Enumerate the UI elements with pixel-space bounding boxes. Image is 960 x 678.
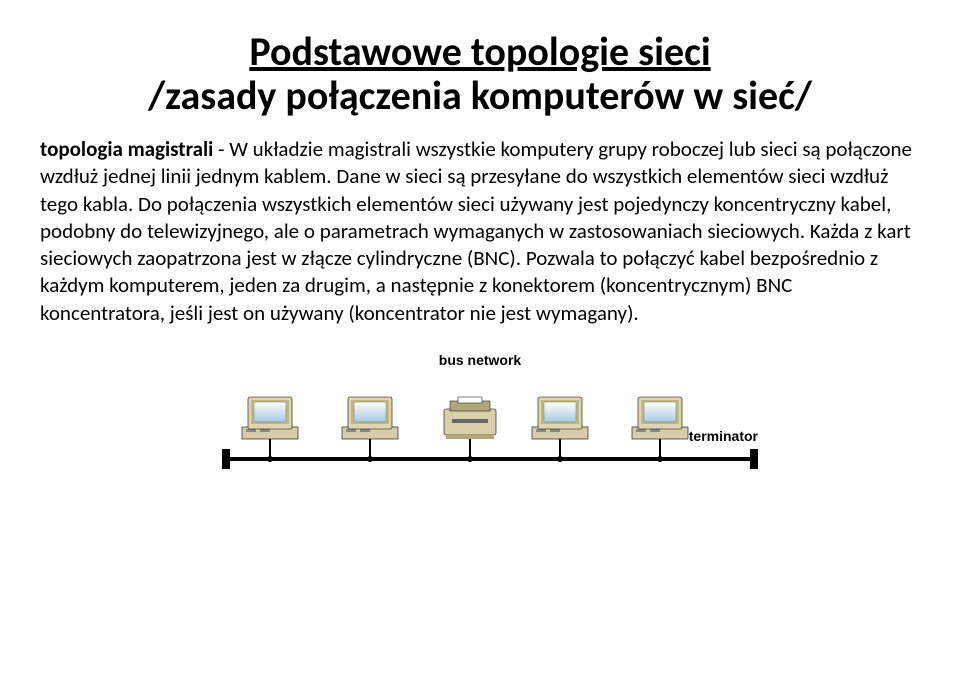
body-paragraph: topologia magistrali - W układzie magist…	[40, 136, 920, 327]
bus-network-svg: bus network terminator	[180, 347, 780, 487]
page-subtitle: /zasady połączenia komputerów w sieć/	[40, 74, 920, 118]
paragraph-body: - W układzie magistrali wszystkie komput…	[40, 136, 912, 326]
page-title: Podstawowe topologie sieci	[40, 30, 920, 74]
bus-network-diagram: bus network terminator	[40, 347, 920, 487]
svg-text:terminator: terminator	[689, 428, 759, 444]
svg-text:bus network: bus network	[439, 352, 522, 368]
paragraph-lead: topologia magistrali	[40, 136, 213, 162]
